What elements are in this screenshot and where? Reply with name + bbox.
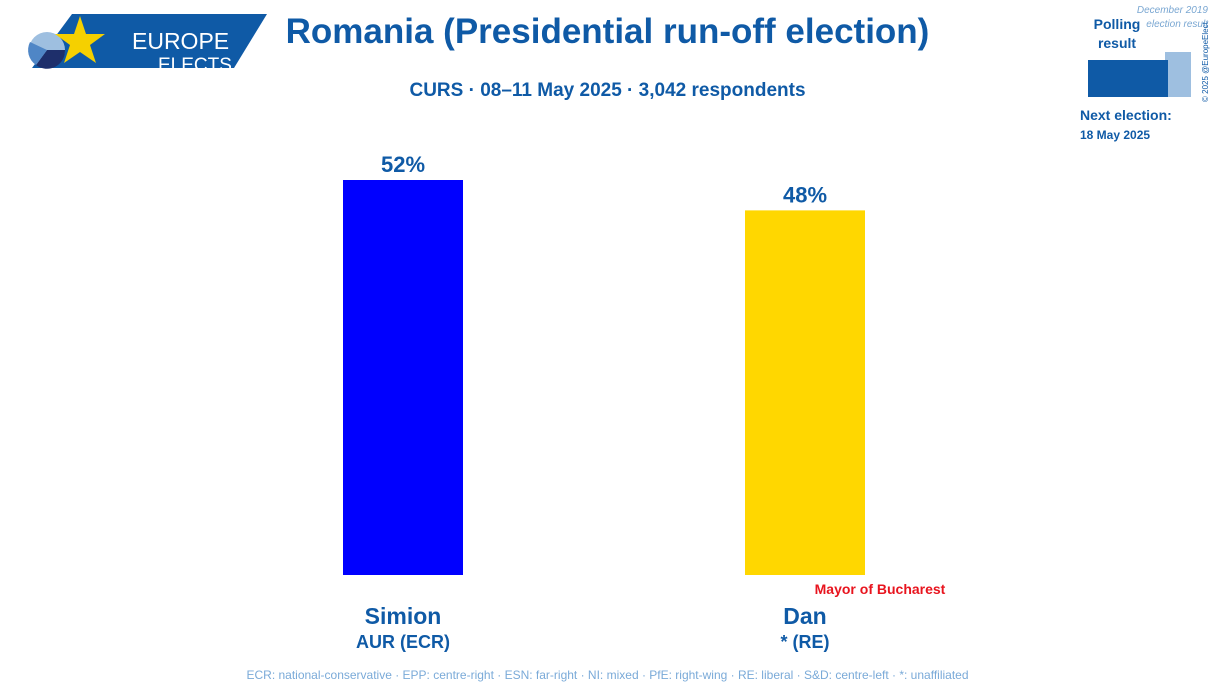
category-sublabel-dan: * (RE) — [781, 632, 830, 652]
chart-title: Romania (Presidential run-off election) — [285, 12, 930, 51]
bar-simion — [343, 180, 463, 575]
next-election-label: Next election: — [1080, 107, 1172, 123]
value-label-simion: 52% — [381, 152, 425, 177]
copyright-note: © 2025 @EuropeElects — [1201, 22, 1210, 102]
category-label-simion: Simion — [365, 603, 442, 629]
chart-subtitle: CURS · 08–11 May 2025 · 3,042 respondent… — [409, 80, 806, 101]
value-label-dan: 48% — [783, 182, 827, 207]
annotation-dan: Mayor of Bucharest — [815, 581, 946, 597]
europe-elects-logo: EUROPE ELECTS — [22, 12, 272, 76]
copyright-text: © 2025 @EuropeElects — [1201, 22, 1210, 102]
party-group-footnote: ECR: national-conservative · EPP: centre… — [246, 668, 969, 682]
legend-polling-label: Polling result — [1093, 16, 1141, 51]
logo-text-elects: ELECTS — [158, 55, 232, 76]
category-sublabel-simion: AUR (ECR) — [356, 632, 450, 652]
next-election-date: 18 May 2025 — [1080, 128, 1151, 142]
bar-dan — [745, 210, 865, 575]
legend-polling-swatch — [1088, 60, 1168, 97]
logo-graphic — [28, 14, 267, 69]
logo-text-europe: EUROPE — [132, 28, 230, 54]
category-label-dan: Dan — [783, 603, 826, 629]
legend-previous-label: December 2019 election result — [1136, 5, 1208, 30]
legend-previous-swatch — [1165, 52, 1191, 97]
